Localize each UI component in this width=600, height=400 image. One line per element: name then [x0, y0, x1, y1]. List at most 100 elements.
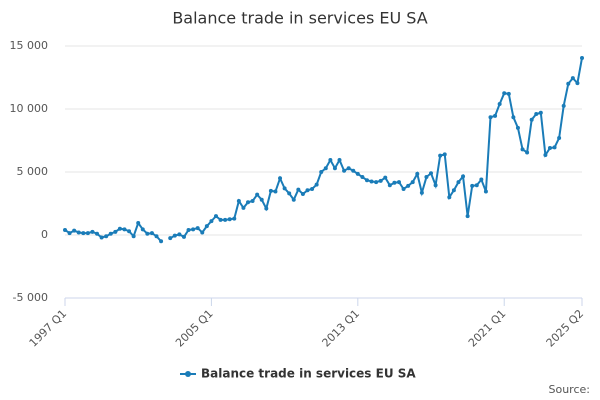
data-point	[255, 192, 260, 197]
data-point	[433, 183, 438, 188]
data-point	[470, 183, 475, 188]
data-point	[122, 227, 127, 232]
data-point	[104, 234, 109, 239]
data-point	[332, 166, 337, 171]
data-point	[442, 152, 447, 157]
data-point	[259, 197, 264, 202]
data-point	[195, 226, 200, 231]
data-point	[218, 217, 223, 222]
data-point	[525, 150, 530, 155]
data-point	[337, 158, 342, 163]
data-point	[85, 231, 90, 236]
data-point	[186, 227, 191, 232]
data-point	[552, 145, 557, 150]
data-point	[300, 192, 305, 197]
data-point	[67, 231, 72, 236]
x-tick-label: 2005 Q1	[173, 307, 216, 350]
data-point	[364, 178, 369, 183]
data-point	[95, 231, 100, 236]
data-point	[479, 177, 484, 182]
data-point	[419, 190, 424, 195]
data-point	[534, 112, 539, 117]
y-tick-label: 10 000	[10, 102, 49, 115]
data-point	[351, 168, 356, 173]
data-point	[305, 188, 310, 193]
data-point	[310, 187, 315, 192]
data-point	[493, 113, 498, 118]
x-tick-label: 2013 Q1	[320, 307, 363, 350]
data-point	[561, 103, 566, 108]
data-point	[451, 188, 456, 193]
data-point	[278, 176, 283, 181]
data-point	[447, 195, 452, 200]
data-point	[209, 219, 214, 224]
data-point	[268, 188, 273, 193]
data-point	[497, 101, 502, 106]
data-point	[355, 171, 360, 176]
data-point	[410, 180, 415, 185]
data-point	[506, 91, 511, 96]
data-point	[273, 189, 278, 194]
data-point	[575, 81, 580, 86]
data-point	[291, 197, 296, 202]
data-point	[346, 166, 351, 171]
data-point	[424, 175, 429, 180]
data-point	[177, 232, 182, 237]
data-point	[223, 217, 228, 222]
data-point	[117, 226, 122, 231]
data-point	[461, 174, 466, 179]
data-point	[465, 214, 470, 219]
data-point	[547, 146, 552, 151]
data-point	[264, 206, 269, 211]
data-point	[136, 221, 141, 226]
data-point	[172, 233, 177, 238]
data-point	[191, 227, 196, 232]
data-point	[502, 91, 507, 96]
data-point	[392, 180, 397, 185]
data-point	[108, 231, 113, 236]
data-point	[241, 205, 246, 210]
data-point	[323, 166, 328, 171]
data-point	[168, 236, 173, 241]
data-point	[246, 200, 251, 205]
data-point	[204, 224, 209, 229]
legend-label: Balance trade in services EU SA	[201, 367, 416, 381]
data-point	[488, 115, 493, 120]
data-point	[374, 180, 379, 185]
data-point	[81, 231, 86, 236]
data-point	[72, 228, 77, 233]
data-point	[131, 234, 136, 239]
series-line	[64, 220, 162, 242]
data-point	[387, 183, 392, 188]
data-point	[429, 171, 434, 176]
data-point	[543, 152, 548, 157]
data-point	[396, 180, 401, 185]
data-point	[383, 175, 388, 180]
data-point	[227, 217, 232, 222]
data-point	[236, 198, 241, 203]
data-point	[328, 158, 333, 163]
x-tick-label: 2025 Q2	[544, 307, 587, 350]
data-point	[63, 227, 67, 232]
data-point	[529, 117, 534, 122]
source: Source:	[549, 383, 591, 396]
data-point	[200, 230, 205, 235]
data-point	[99, 235, 104, 240]
data-point	[369, 179, 374, 184]
data-point	[319, 170, 324, 174]
data-point	[159, 239, 164, 244]
x-tick-label: 1997 Q1	[27, 307, 70, 350]
y-tick-label: 0	[41, 228, 48, 241]
data-point	[213, 214, 218, 219]
data-point	[154, 234, 159, 239]
series-line	[169, 57, 583, 240]
x-tick-label: 2021 Q1	[466, 307, 509, 350]
chart-title: Balance trade in services EU SA	[172, 9, 427, 28]
data-point	[127, 229, 132, 234]
data-point	[438, 153, 443, 158]
data-point	[287, 191, 292, 196]
data-point	[538, 110, 543, 115]
data-point	[566, 81, 571, 86]
data-point	[232, 216, 237, 221]
y-tick-label: 15 000	[10, 39, 49, 52]
